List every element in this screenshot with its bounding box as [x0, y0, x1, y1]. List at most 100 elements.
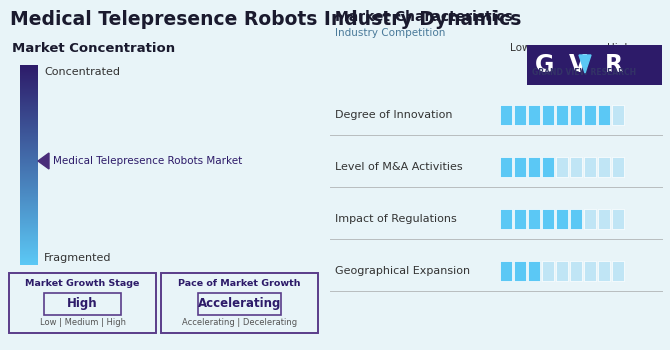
Bar [528, 261, 540, 281]
Bar [20, 166, 38, 167]
Bar [20, 81, 38, 82]
Bar [20, 187, 38, 188]
Bar [20, 110, 38, 111]
Bar [570, 209, 582, 229]
Bar [20, 228, 38, 229]
Bar [20, 142, 38, 143]
Bar [598, 105, 610, 125]
Bar [542, 157, 554, 177]
Bar [20, 95, 38, 96]
Bar [20, 179, 38, 180]
Bar [20, 185, 38, 186]
Bar [542, 209, 554, 229]
Bar [20, 227, 38, 228]
Bar [20, 94, 38, 95]
Bar [20, 240, 38, 241]
Bar [514, 105, 526, 125]
Bar [20, 114, 38, 115]
Bar [570, 261, 582, 281]
Bar [20, 249, 38, 250]
Bar [20, 213, 38, 214]
Bar [20, 212, 38, 213]
Bar [20, 233, 38, 234]
Bar [612, 209, 624, 229]
Bar [20, 124, 38, 125]
Bar [20, 140, 38, 141]
Bar [20, 143, 38, 144]
Bar [20, 263, 38, 264]
Bar [20, 238, 38, 239]
Bar [20, 128, 38, 129]
Bar [20, 145, 38, 146]
Bar [20, 235, 38, 236]
Bar [584, 209, 596, 229]
Text: Market Concentration: Market Concentration [12, 42, 175, 55]
Bar [20, 261, 38, 262]
Text: Impact of Regulations: Impact of Regulations [335, 214, 457, 224]
Bar [20, 72, 38, 73]
Bar [20, 195, 38, 196]
Bar [20, 129, 38, 130]
Bar [20, 224, 38, 225]
Bar [20, 264, 38, 265]
Bar [570, 105, 582, 125]
Bar [20, 262, 38, 263]
Bar [20, 158, 38, 159]
Bar [20, 150, 38, 151]
Bar [20, 248, 38, 249]
Bar [20, 229, 38, 230]
Bar [20, 221, 38, 222]
Bar [20, 159, 38, 160]
Bar [20, 126, 38, 127]
Text: Accelerating | Decelerating: Accelerating | Decelerating [182, 318, 297, 327]
Text: High: High [607, 43, 631, 53]
Text: Medical Telepresence Robots Industry Dynamics: Medical Telepresence Robots Industry Dyn… [10, 10, 521, 29]
Bar [556, 105, 568, 125]
Bar [20, 177, 38, 178]
Bar [556, 157, 568, 177]
Text: V: V [569, 53, 587, 77]
Bar [20, 192, 38, 193]
Polygon shape [579, 55, 591, 73]
Text: Accelerating: Accelerating [198, 298, 281, 310]
Bar [20, 178, 38, 179]
Bar [20, 93, 38, 94]
Bar [20, 115, 38, 116]
Bar [20, 97, 38, 98]
Bar [20, 260, 38, 261]
Bar [20, 135, 38, 136]
Bar [20, 226, 38, 227]
Bar [20, 258, 38, 259]
Bar [570, 157, 582, 177]
Bar [20, 198, 38, 199]
Bar [20, 149, 38, 150]
Bar [20, 127, 38, 128]
Text: Low | Medium | High: Low | Medium | High [40, 318, 125, 327]
Bar [20, 78, 38, 79]
Text: Medical Telepresence Robots Market: Medical Telepresence Robots Market [53, 156, 243, 166]
Bar [20, 162, 38, 163]
Bar [20, 80, 38, 81]
Bar [20, 147, 38, 148]
Bar [20, 242, 38, 243]
Bar [20, 218, 38, 219]
Bar [20, 69, 38, 70]
Bar [20, 79, 38, 80]
Bar [20, 206, 38, 207]
Bar [20, 160, 38, 161]
Bar [542, 105, 554, 125]
Bar [20, 85, 38, 86]
Bar [20, 231, 38, 232]
Bar [20, 125, 38, 126]
Bar [20, 144, 38, 145]
Bar [20, 118, 38, 119]
Bar [20, 91, 38, 92]
Text: Fragmented: Fragmented [44, 253, 111, 263]
Bar [20, 239, 38, 240]
Bar [500, 209, 512, 229]
Bar [20, 151, 38, 152]
Bar [20, 104, 38, 105]
Bar [20, 130, 38, 131]
Bar [584, 261, 596, 281]
Bar [20, 82, 38, 83]
